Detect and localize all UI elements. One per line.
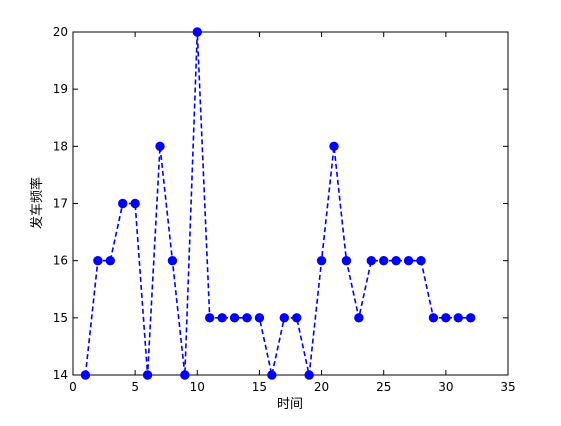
x-tick-label: 35 xyxy=(500,380,515,394)
data-point xyxy=(453,313,463,323)
x-axis-label: 时间 xyxy=(277,397,303,412)
data-point xyxy=(354,313,364,323)
data-point xyxy=(118,198,128,209)
y-axis-ticks: 14 15 16 17 18 19 20 xyxy=(53,25,508,382)
data-point xyxy=(80,370,91,380)
data-point xyxy=(379,255,389,266)
data-point xyxy=(391,255,401,266)
data-point xyxy=(403,255,414,266)
x-tick-label: 20 xyxy=(314,380,329,394)
x-tick-label: 5 xyxy=(131,380,139,394)
y-tick-label: 16 xyxy=(53,254,68,268)
x-tick-label: 25 xyxy=(376,380,391,394)
data-point xyxy=(142,370,153,380)
data-point xyxy=(254,313,265,323)
data-point xyxy=(167,255,178,266)
data-point xyxy=(292,313,302,323)
data-point xyxy=(279,313,289,323)
y-tick-label: 18 xyxy=(53,139,68,153)
data-point xyxy=(93,255,103,266)
data-point xyxy=(205,313,215,323)
data-point xyxy=(105,255,115,266)
data-point xyxy=(416,255,426,266)
y-tick-label: 20 xyxy=(53,25,68,39)
y-tick-label: 19 xyxy=(53,82,68,96)
x-tick-label: 30 xyxy=(438,380,453,394)
data-point xyxy=(304,370,314,380)
y-tick-label: 17 xyxy=(53,197,68,211)
data-point xyxy=(428,313,439,323)
data-point xyxy=(130,198,140,209)
data-point xyxy=(242,313,252,323)
data-point xyxy=(229,313,240,323)
y-axis-label: 发车频率 xyxy=(29,177,45,229)
data-point xyxy=(192,27,202,37)
y-tick-label: 15 xyxy=(53,311,68,325)
data-point xyxy=(366,255,376,266)
x-axis-ticks: 0 5 10 15 20 25 30 35 xyxy=(69,32,516,394)
data-point xyxy=(267,370,277,380)
x-tick-label: 0 xyxy=(69,380,77,394)
y-tick-label: 14 xyxy=(53,368,68,382)
data-point xyxy=(341,255,352,266)
data-point xyxy=(441,313,451,323)
data-point xyxy=(466,313,476,323)
data-point xyxy=(316,255,327,266)
data-point xyxy=(217,313,227,323)
series-layer xyxy=(80,27,476,380)
x-tick-label: 10 xyxy=(190,380,205,394)
data-point xyxy=(155,141,165,152)
data-point xyxy=(180,370,190,380)
x-tick-label: 15 xyxy=(252,380,267,394)
data-point xyxy=(329,141,339,152)
